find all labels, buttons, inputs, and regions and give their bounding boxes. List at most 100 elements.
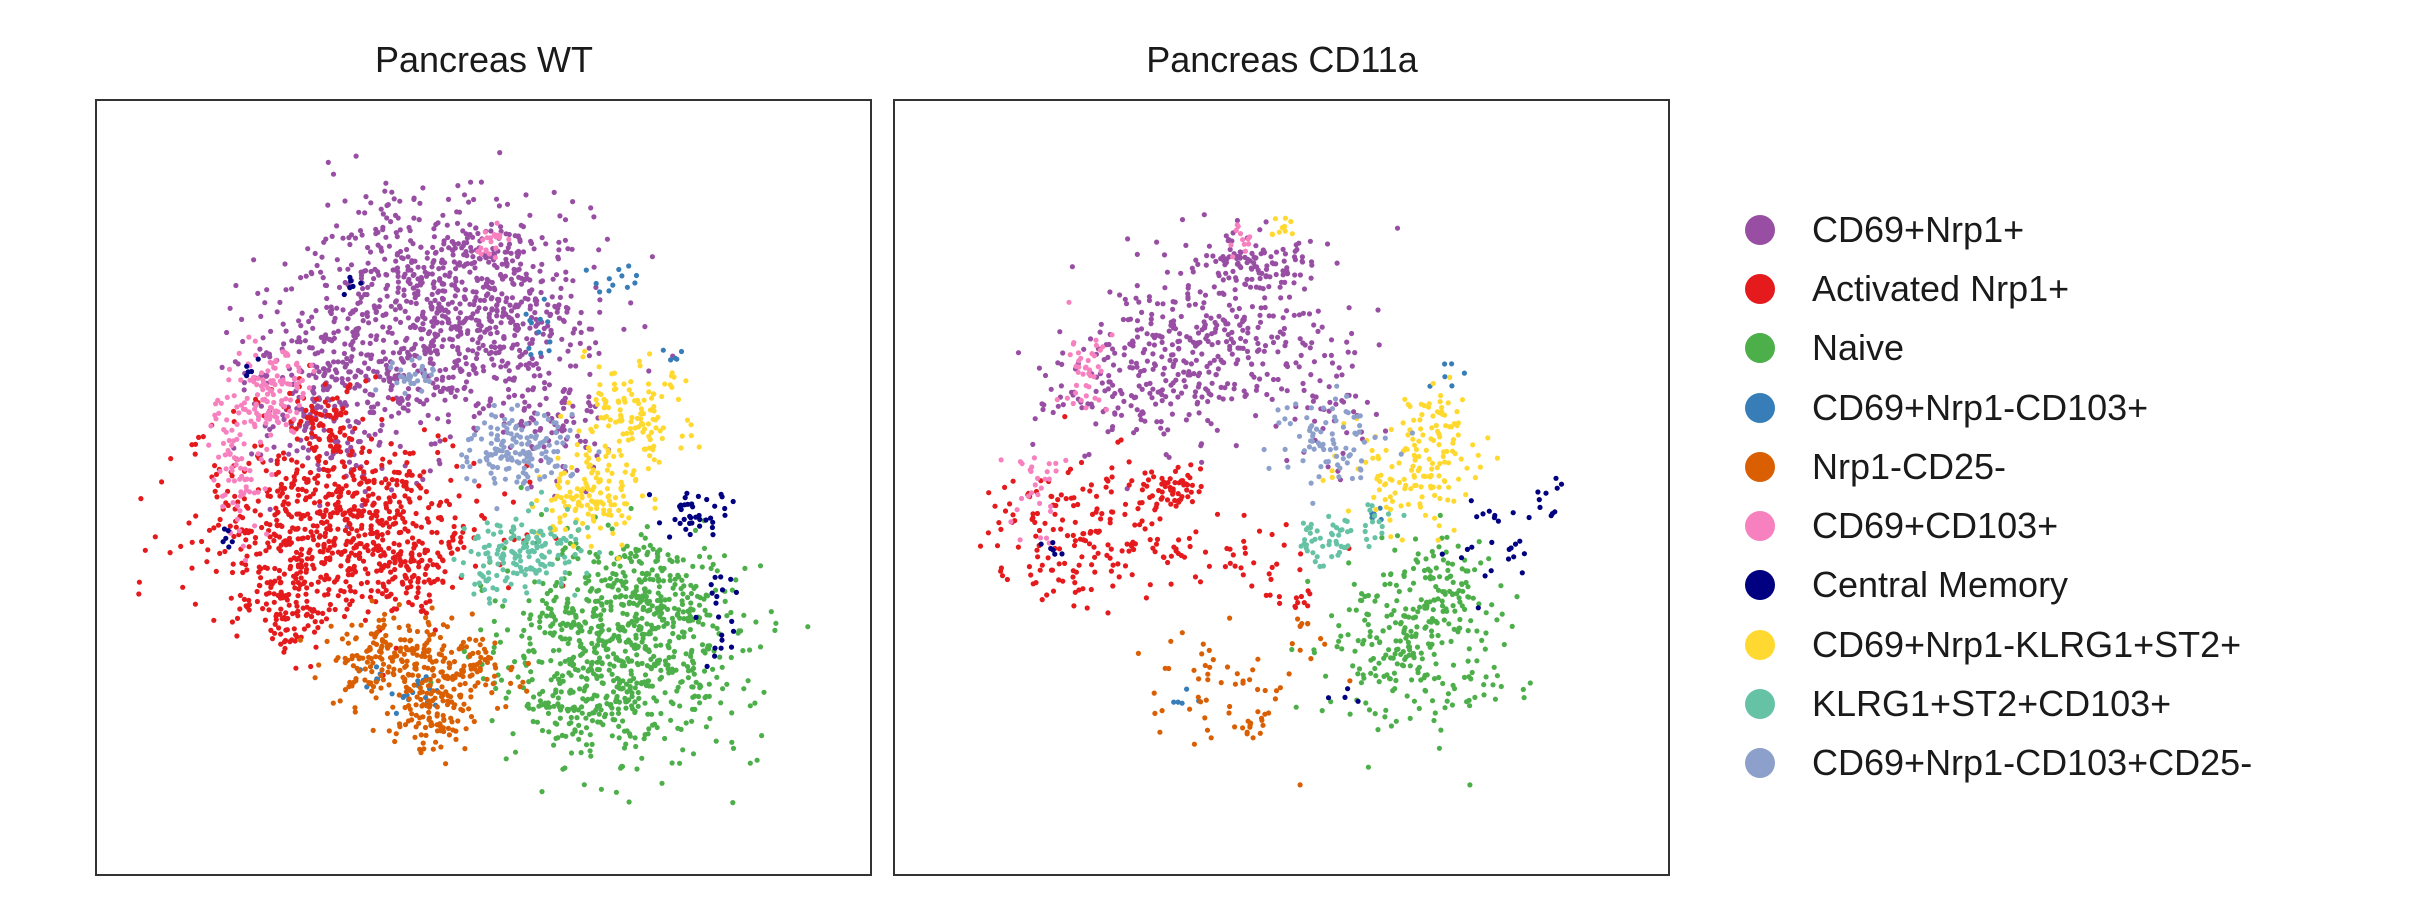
- scatter-point: [545, 416, 551, 422]
- scatter-point: [342, 463, 348, 470]
- scatter-point: [331, 538, 337, 544]
- scatter-point: [299, 546, 305, 552]
- scatter-points: [977, 212, 1565, 788]
- scatter-point: [349, 354, 355, 360]
- scatter-point: [486, 311, 492, 317]
- scatter-point: [1291, 312, 1297, 318]
- scatter-point: [301, 513, 307, 519]
- scatter-point: [459, 572, 465, 578]
- scatter-point: [241, 441, 247, 447]
- scatter-point: [543, 395, 549, 401]
- scatter-point: [1256, 347, 1262, 353]
- scatter-point: [1233, 443, 1239, 449]
- scatter-point: [598, 786, 605, 792]
- scatter-point: [337, 493, 343, 499]
- scatter-point: [508, 581, 514, 587]
- scatter-point: [1058, 383, 1064, 389]
- scatter-point: [728, 609, 734, 616]
- scatter-point: [597, 382, 603, 388]
- scatter-point: [538, 289, 544, 296]
- scatter-point: [360, 416, 366, 422]
- scatter-point: [669, 666, 675, 672]
- scatter-point: [1099, 380, 1105, 386]
- scatter-point: [398, 395, 404, 401]
- scatter-point: [1050, 409, 1056, 416]
- scatter-point: [281, 456, 287, 462]
- scatter-point: [683, 526, 689, 532]
- scatter-point: [354, 401, 360, 407]
- scatter-point: [555, 254, 561, 260]
- scatter-point: [217, 468, 223, 474]
- scatter-point: [331, 407, 337, 413]
- scatter-point: [468, 548, 474, 555]
- scatter-point: [566, 400, 572, 406]
- scatter-point: [1230, 268, 1236, 274]
- scatter-point: [688, 653, 694, 660]
- scatter-point: [747, 703, 753, 709]
- scatter-point: [445, 692, 451, 699]
- scatter-point: [367, 509, 373, 516]
- scatter-point: [255, 290, 261, 296]
- scatter-point: [309, 314, 315, 320]
- scatter-point: [321, 542, 327, 548]
- scatter-point: [272, 630, 278, 636]
- scatter-point: [534, 444, 540, 450]
- scatter-point: [290, 580, 296, 586]
- scatter-point: [526, 598, 532, 604]
- scatter-point: [1203, 313, 1209, 319]
- scatter-point: [281, 649, 287, 655]
- scatter-point: [471, 478, 478, 484]
- scatter-point: [314, 364, 320, 370]
- scatter-point: [418, 244, 424, 250]
- scatter-point: [222, 452, 228, 458]
- scatter-point: [519, 352, 525, 358]
- scatter-point: [649, 722, 656, 728]
- scatter-point: [424, 250, 430, 256]
- scatter-point: [360, 497, 366, 503]
- scatter-point: [644, 599, 650, 605]
- scatter-point: [299, 558, 305, 564]
- scatter-point: [412, 661, 418, 668]
- scatter-point: [548, 677, 554, 683]
- scatter-point: [1130, 343, 1136, 349]
- scatter-point: [681, 616, 687, 622]
- scatter-point: [517, 564, 524, 571]
- scatter-point: [518, 275, 525, 281]
- scatter-point: [359, 449, 365, 455]
- scatter-point: [468, 179, 474, 185]
- scatter-point: [352, 709, 358, 715]
- scatter-point: [653, 558, 659, 565]
- scatter-point: [533, 433, 540, 439]
- scatter-point: [677, 503, 683, 509]
- scatter-point: [238, 377, 244, 383]
- scatter-point: [516, 266, 522, 272]
- scatter-point: [450, 727, 456, 733]
- scatter-point: [494, 426, 501, 432]
- scatter-point: [345, 572, 351, 578]
- scatter-point: [278, 579, 284, 586]
- scatter-point: [410, 520, 416, 527]
- scatter-point: [252, 535, 259, 541]
- scatter-point: [311, 368, 317, 374]
- scatter-point: [707, 643, 713, 649]
- scatter-point: [298, 418, 304, 424]
- scatter-point: [556, 239, 562, 245]
- scatter-point: [406, 393, 412, 399]
- scatter-point: [365, 493, 372, 499]
- scatter-point: [500, 567, 506, 573]
- scatter-point: [546, 348, 552, 354]
- scatter-point: [610, 689, 617, 695]
- scatter-point: [305, 534, 311, 541]
- scatter-point: [370, 551, 376, 557]
- scatter-point: [633, 632, 639, 638]
- scatter-point: [1225, 238, 1231, 244]
- scatter-point: [599, 661, 605, 667]
- scatter-point: [488, 296, 494, 302]
- scatter-point: [577, 438, 584, 444]
- scatter-point: [600, 722, 606, 728]
- scatter-point: [560, 440, 566, 446]
- scatter-point: [427, 632, 433, 638]
- scatter-point: [347, 311, 354, 317]
- scatter-point: [547, 561, 553, 567]
- scatter-point: [1150, 351, 1156, 357]
